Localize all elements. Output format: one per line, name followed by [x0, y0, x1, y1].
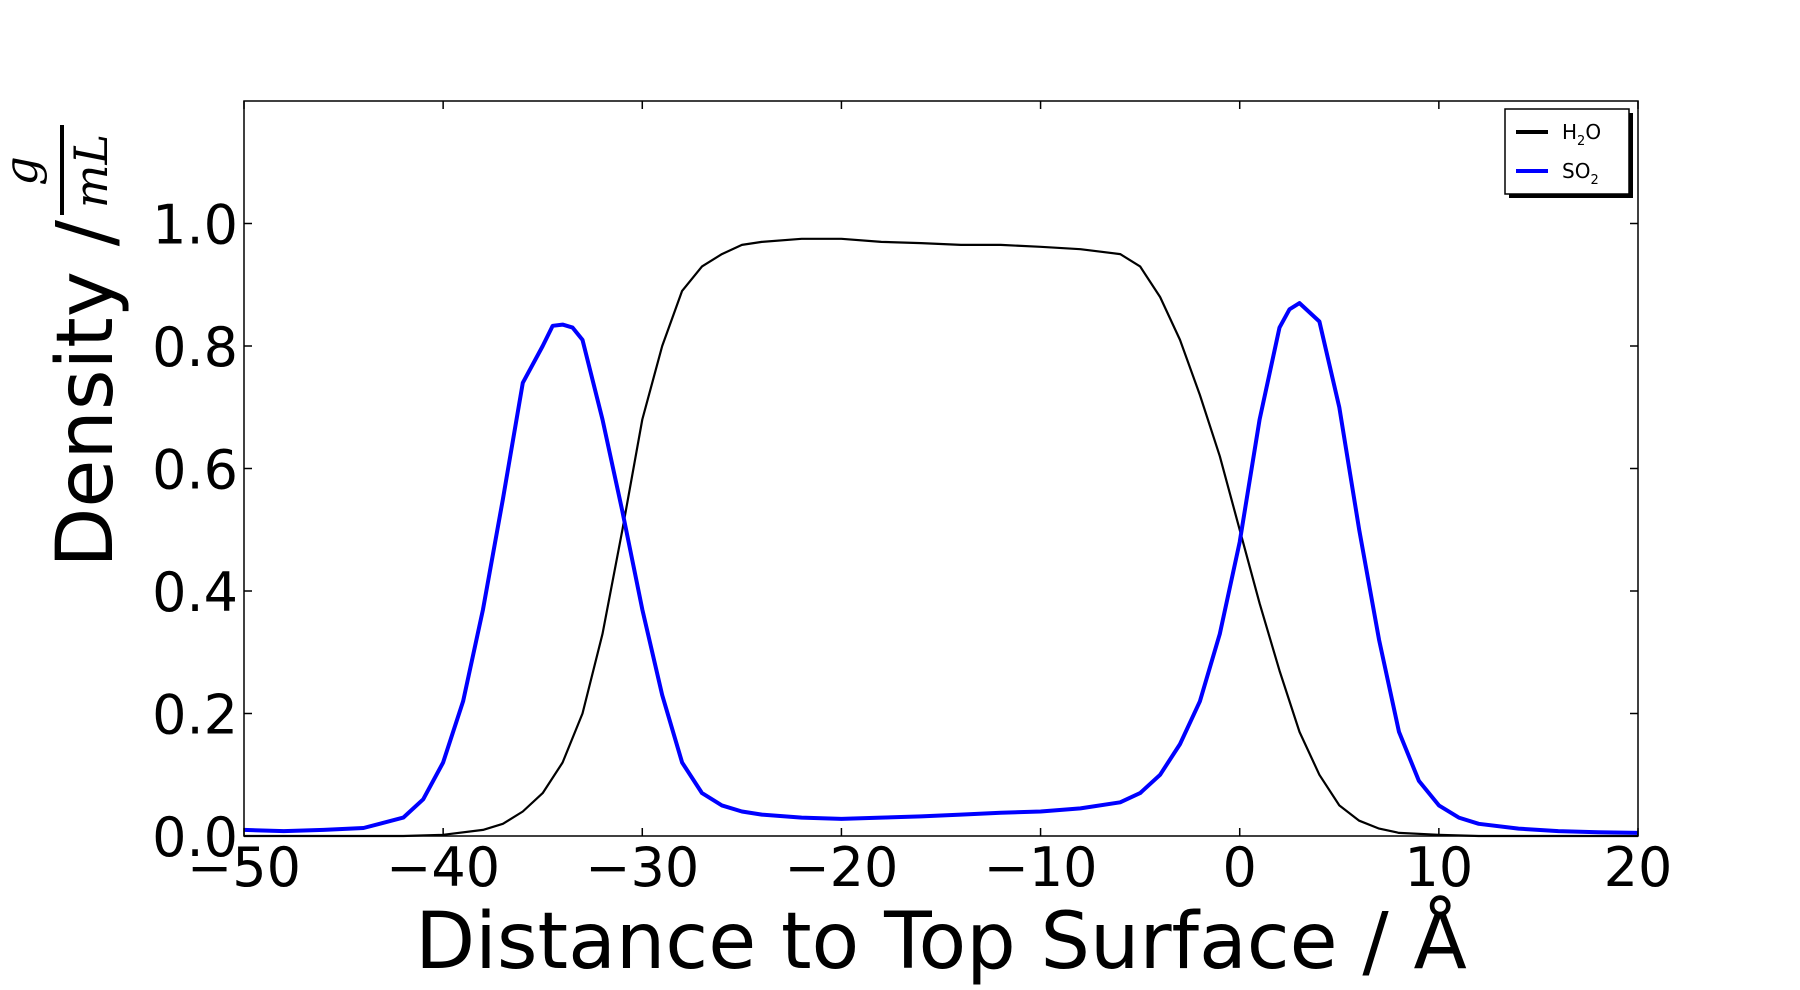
y-axis-label-group: Density / g mL — [0, 125, 131, 568]
y-tick-label: 0.0 — [152, 806, 238, 869]
y-label-fraction-numerator: g — [0, 156, 48, 185]
ticks-layer: −50 −40 −30 −20 −10 0 10 20 0.0 0.2 0.4 0.6 0.8 1.0 — [152, 101, 1672, 899]
series-line-so2 — [243, 301, 1639, 835]
y-axis-label: Density / — [41, 219, 131, 567]
legend-label-h2o-tail: O — [1585, 120, 1601, 144]
y-tick-label: 1.0 — [152, 194, 238, 257]
y-tick-label: 0.8 — [152, 316, 238, 379]
x-tick-label: −10 — [984, 836, 1098, 899]
x-axis-label: Distance to Top Surface / Å — [415, 895, 1467, 987]
series-layer — [243, 237, 1639, 838]
y-tick-label: 0.2 — [152, 684, 238, 747]
x-tick-label: 0 — [1223, 836, 1257, 899]
x-tick-label: 10 — [1404, 836, 1473, 899]
legend: H2O SO2 — [1504, 108, 1633, 198]
y-label-fraction-denominator: mL — [64, 134, 118, 208]
y-tick-label: 0.6 — [152, 439, 238, 502]
legend-label-so2-main: SO — [1562, 159, 1590, 183]
x-tick-label: −30 — [585, 836, 699, 899]
legend-box — [1504, 108, 1630, 195]
x-tick-label: −50 — [187, 836, 301, 899]
x-tick-label: −20 — [784, 836, 898, 899]
y-tick-label: 0.4 — [152, 561, 238, 624]
legend-label-h2o-main: H — [1562, 120, 1577, 144]
legend-label-h2o-sub: 2 — [1577, 134, 1585, 149]
legend-label-h2o: H2O — [1562, 120, 1601, 149]
series-line-h2o — [244, 237, 1638, 838]
legend-label-so2-sub: 2 — [1590, 173, 1598, 188]
x-tick-label: −40 — [386, 836, 500, 899]
legend-label-so2: SO2 — [1562, 159, 1599, 188]
x-tick-label: 20 — [1604, 836, 1673, 899]
